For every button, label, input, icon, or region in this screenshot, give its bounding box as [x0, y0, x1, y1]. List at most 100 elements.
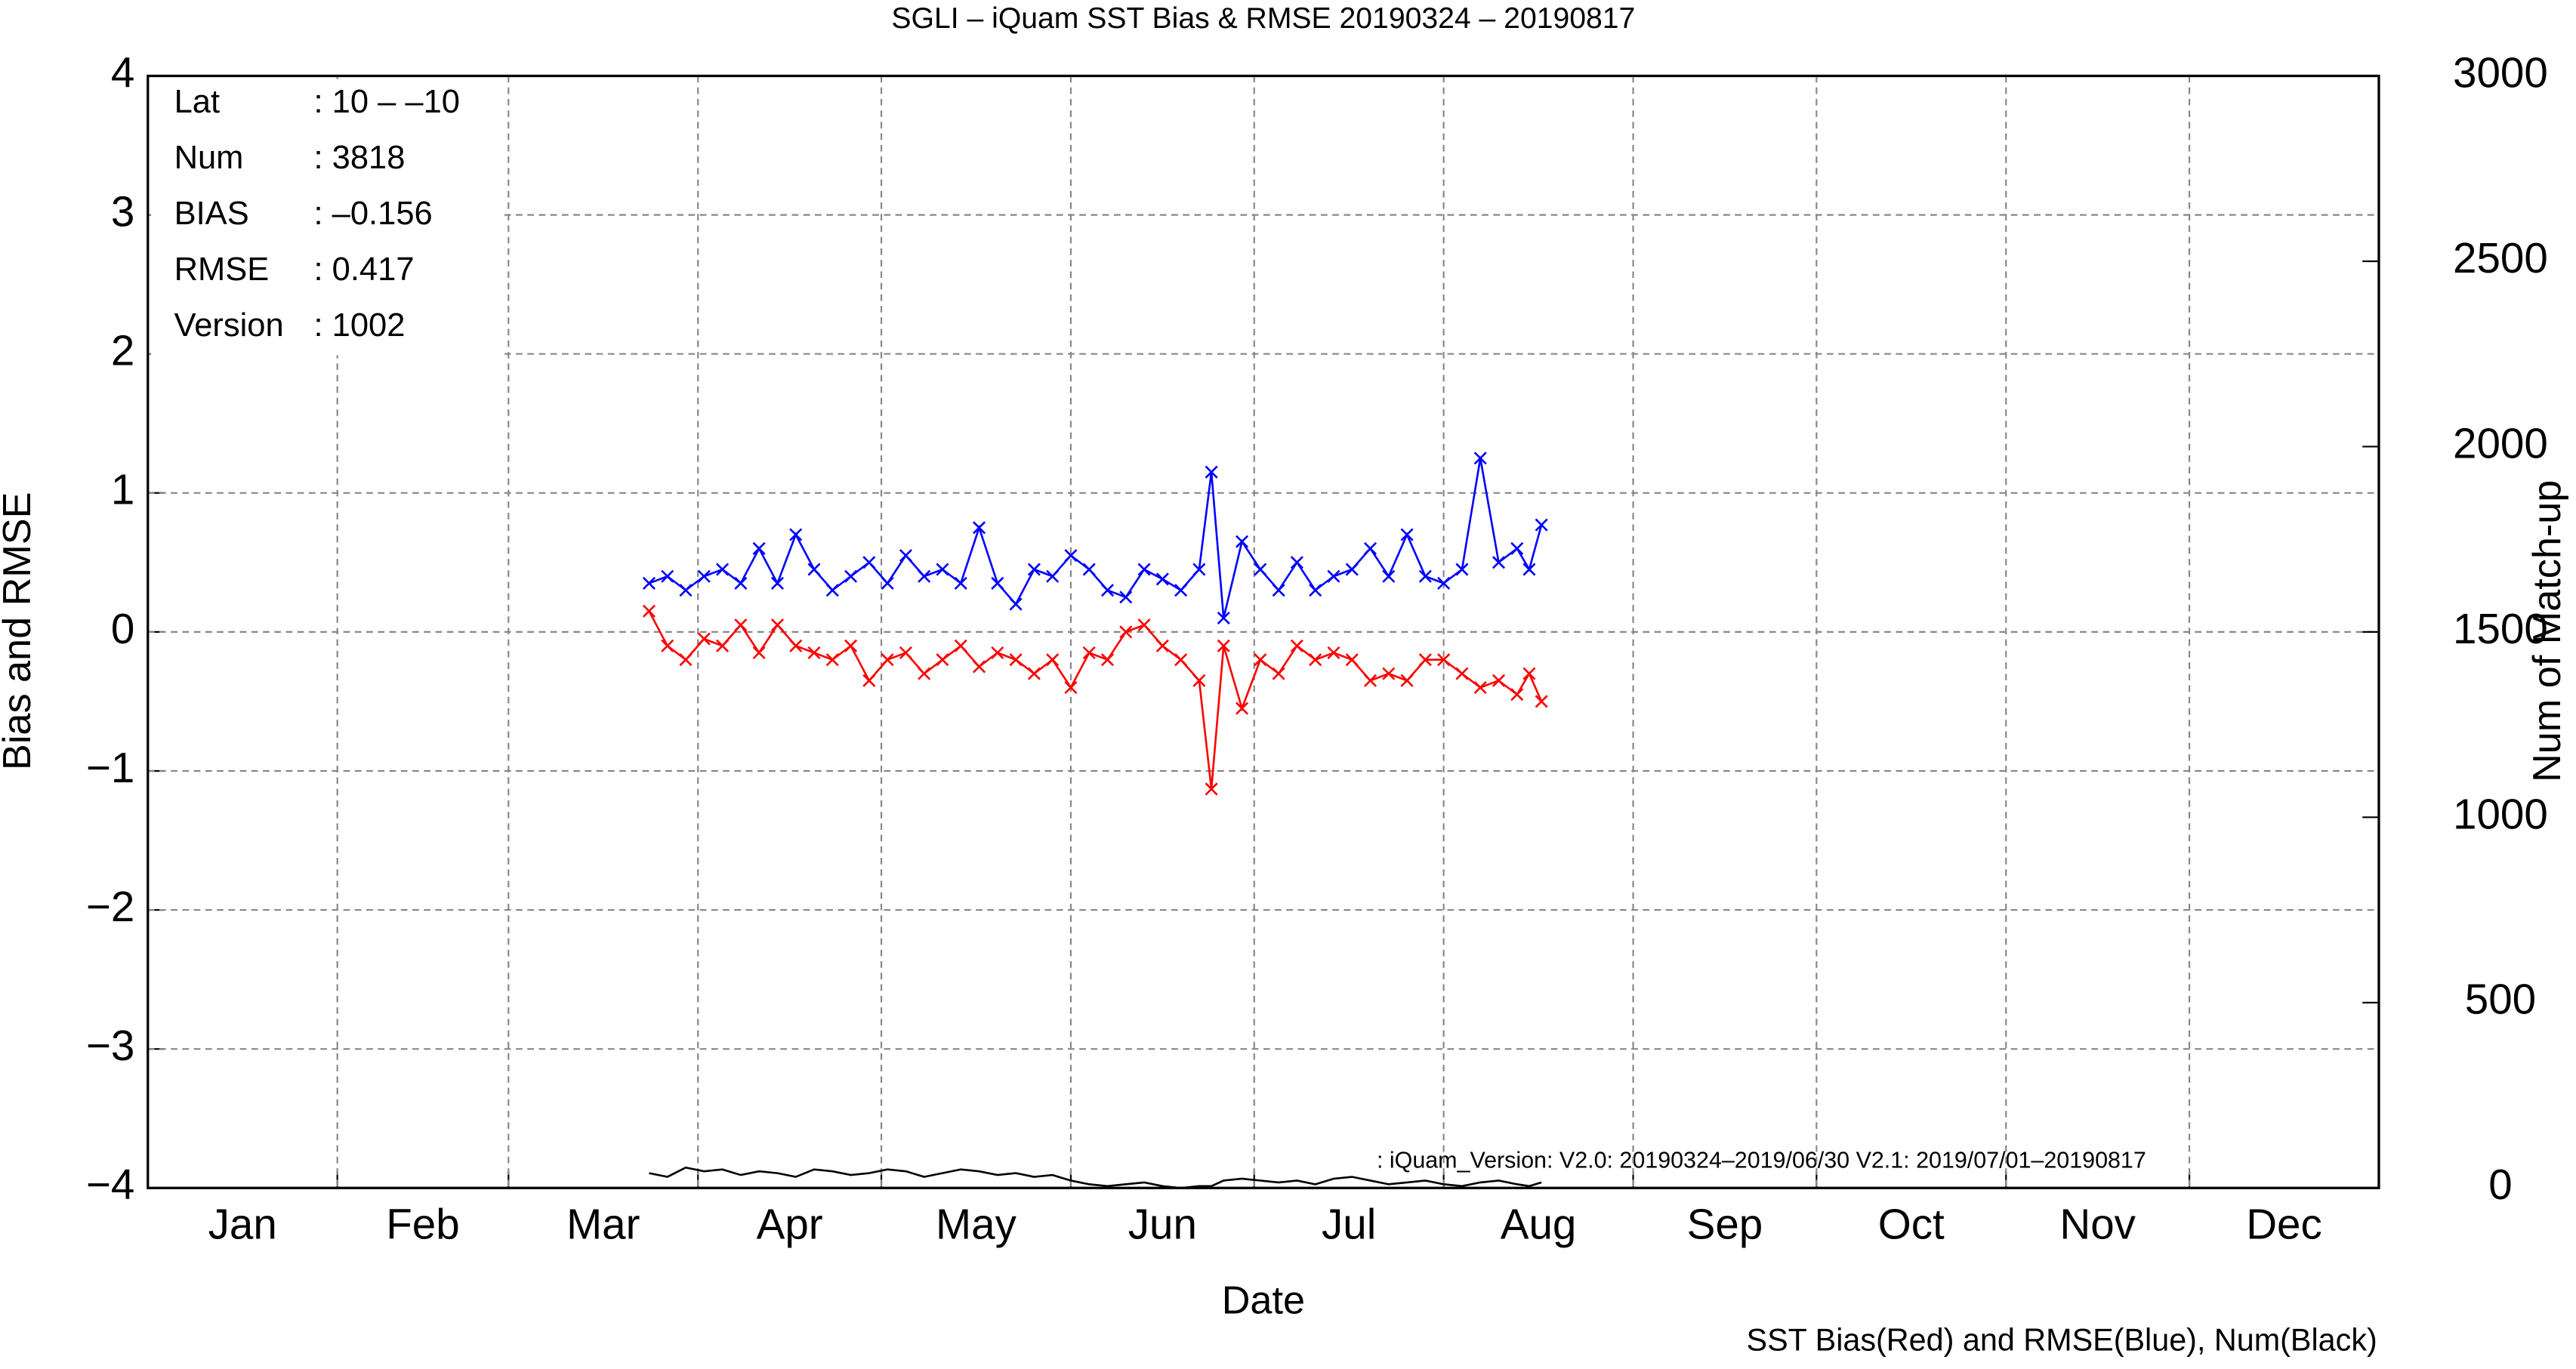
y2-tick-label: 500 — [2465, 976, 2536, 1023]
point-marker — [1137, 563, 1151, 576]
point-marker — [862, 674, 876, 687]
y-tick-label: 4 — [111, 48, 134, 96]
info-value: : 10 – –10 — [313, 84, 459, 120]
point-marker — [1535, 518, 1548, 532]
y2-tick-label: 1000 — [2453, 790, 2548, 837]
y-tick-label: 1 — [111, 466, 134, 513]
point-marker — [734, 618, 748, 632]
point-marker — [881, 576, 894, 590]
point-marker — [1418, 653, 1432, 667]
point-marker — [954, 639, 967, 652]
y-axis-title: Bias and RMSE — [0, 492, 39, 770]
point-marker — [1400, 674, 1414, 687]
point-marker — [697, 632, 711, 646]
y2-axis-title: Num of Match-up — [2525, 480, 2569, 782]
point-marker — [642, 604, 656, 618]
point-marker — [862, 556, 876, 569]
point-marker — [1217, 639, 1230, 652]
series-line — [648, 458, 1543, 618]
y-tick-label: −3 — [86, 1022, 134, 1069]
point-marker — [1155, 639, 1169, 652]
x-tick-label: Aug — [1501, 1200, 1577, 1247]
point-marker — [1236, 701, 1249, 715]
point-marker — [1082, 563, 1096, 576]
x-tick-label: Sep — [1687, 1200, 1763, 1247]
point-marker — [1345, 653, 1359, 667]
plot-frame — [147, 74, 2380, 1189]
point-marker — [1272, 584, 1285, 597]
point-marker — [752, 541, 766, 555]
point-marker — [1455, 563, 1469, 576]
point-marker — [789, 639, 803, 652]
point-marker — [1492, 556, 1506, 569]
point-marker — [1009, 597, 1023, 611]
point-marker — [716, 639, 730, 652]
point-marker — [1119, 590, 1133, 604]
point-marker — [1119, 625, 1133, 639]
point-marker — [844, 569, 858, 583]
point-marker — [991, 646, 1004, 660]
point-marker — [1290, 556, 1303, 569]
point-marker — [679, 584, 693, 597]
point-marker — [1205, 465, 1218, 479]
point-marker — [1382, 569, 1396, 583]
y2-tick-label: 0 — [2488, 1161, 2512, 1208]
info-value: : 1002 — [313, 307, 405, 344]
point-marker — [1009, 653, 1023, 667]
info-value: : –0.156 — [313, 196, 432, 232]
y-tick-label: 2 — [111, 327, 134, 375]
point-marker — [1363, 541, 1377, 555]
point-marker — [1064, 680, 1078, 695]
y-tick-label: 0 — [111, 605, 134, 652]
point-marker — [1082, 646, 1096, 660]
point-marker — [918, 667, 931, 680]
point-marker — [918, 569, 931, 583]
point-marker — [972, 521, 986, 535]
y-tick-label: −1 — [86, 744, 134, 791]
point-marker — [1309, 653, 1322, 667]
point-marker — [1309, 584, 1322, 597]
point-marker — [807, 646, 821, 660]
point-marker — [1522, 667, 1536, 680]
point-marker — [899, 646, 912, 660]
x-tick-label: Apr — [757, 1200, 823, 1247]
annotation: : iQuam_Version: V2.0: 20190324–2019/06/… — [1377, 1147, 2146, 1173]
x-tick-label: Mar — [566, 1200, 640, 1247]
point-marker — [881, 653, 894, 667]
point-marker — [661, 639, 674, 652]
point-marker — [1382, 667, 1396, 680]
point-marker — [1205, 782, 1218, 796]
point-marker — [1455, 667, 1469, 680]
point-marker — [1174, 653, 1188, 667]
point-marker — [1492, 674, 1506, 687]
point-marker — [734, 576, 748, 590]
point-marker — [1046, 653, 1060, 667]
info-label: BIAS — [174, 196, 249, 232]
x-tick-label: Dec — [2246, 1200, 2322, 1247]
info-box: Lat: 10 – –10 Num: 3818 BIAS: –0.156 RMSE: … — [151, 79, 504, 356]
series-line — [648, 610, 1543, 790]
point-marker — [1535, 695, 1548, 708]
y-tick-label: −4 — [86, 1161, 134, 1208]
point-marker — [770, 618, 784, 632]
point-marker — [825, 584, 839, 597]
x-axis-title: Date — [1222, 1278, 1305, 1322]
info-label: Num — [174, 140, 244, 176]
x-tick-label: Jul — [1322, 1200, 1376, 1247]
point-marker — [1327, 646, 1340, 660]
point-marker — [1027, 667, 1041, 680]
point-marker — [1192, 563, 1206, 576]
point-marker — [679, 653, 693, 667]
point-marker — [1137, 618, 1151, 632]
point-marker — [1254, 563, 1267, 576]
y2-tick-label: 3000 — [2453, 48, 2548, 96]
x-tick-label: Jun — [1128, 1200, 1197, 1247]
point-marker — [1400, 528, 1414, 541]
point-marker — [770, 576, 784, 590]
x-tick-label: Feb — [386, 1200, 459, 1247]
point-marker — [807, 563, 821, 576]
series-line — [649, 1166, 1542, 1189]
point-marker — [1100, 653, 1115, 667]
point-marker — [1272, 667, 1285, 680]
